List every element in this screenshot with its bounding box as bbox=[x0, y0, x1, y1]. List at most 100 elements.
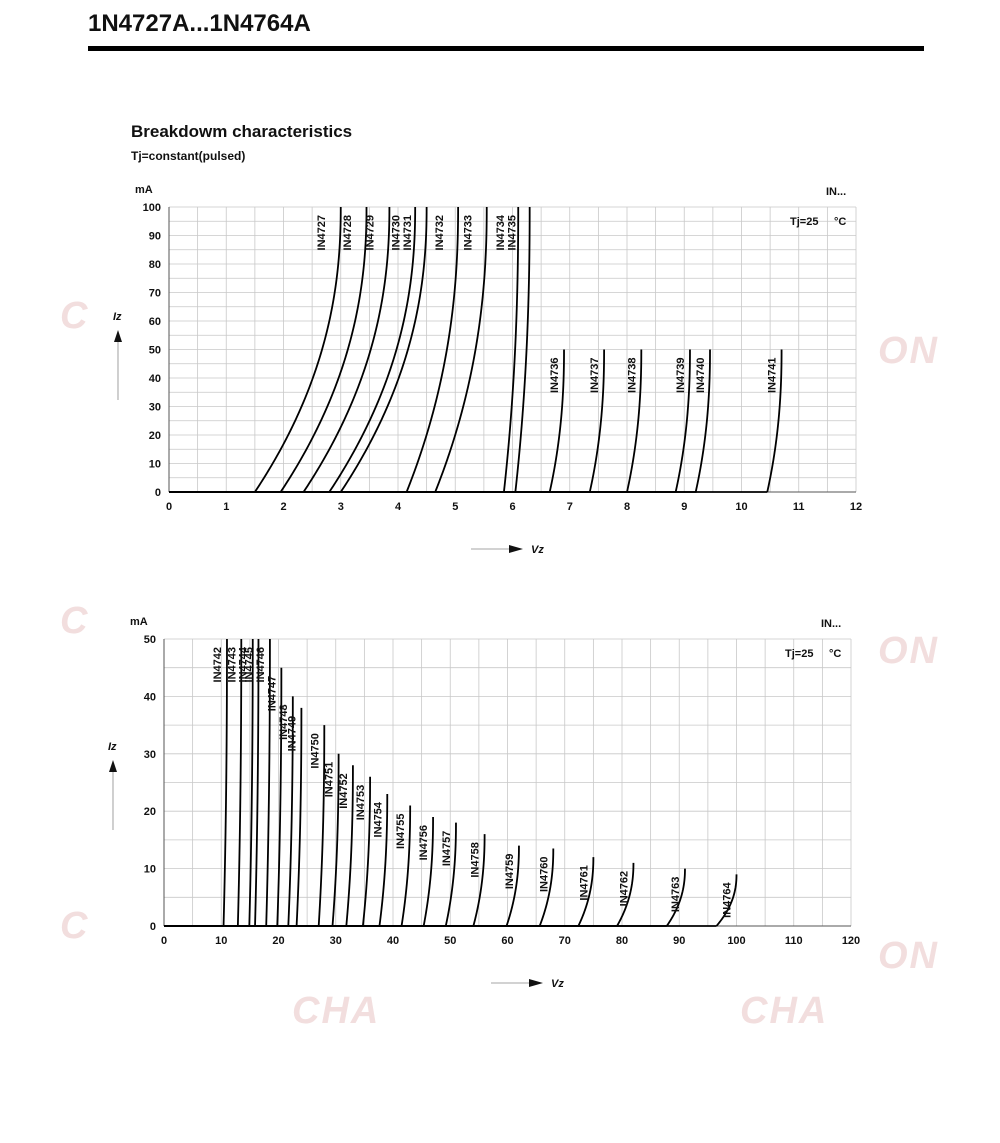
series-curve-in4764 bbox=[164, 874, 738, 927]
watermark-bottom-2: CHA bbox=[740, 990, 829, 1032]
series-curve-in4729 bbox=[169, 206, 391, 493]
series-curve-in4752 bbox=[164, 765, 354, 927]
series-label-in4748: IN4748 bbox=[278, 704, 290, 739]
x-tick-label: 8 bbox=[624, 501, 630, 513]
series-label-in4755: IN4755 bbox=[395, 813, 407, 848]
breakdown-chart-high-voltage: 0 10 20 30 40 50 60 70 80 90 100 110 120 0 10 20 30 40 50 m… bbox=[108, 616, 860, 990]
y-tick-label: 60 bbox=[149, 316, 161, 328]
series-curve-in4739 bbox=[169, 349, 691, 493]
x-tick-label: 70 bbox=[559, 935, 571, 947]
series-label-in4751: IN4751 bbox=[324, 762, 336, 797]
y-tick-label: 40 bbox=[149, 373, 161, 385]
series-curve-in4747 bbox=[164, 667, 283, 927]
series-curve-in4743 bbox=[164, 639, 243, 927]
series-curve-in4759 bbox=[164, 845, 520, 927]
x-tick-label: 4 bbox=[395, 501, 402, 513]
temperature-condition: Tj=25 bbox=[785, 648, 813, 660]
series-curve-in4760 bbox=[164, 848, 555, 927]
x-tick-label: 80 bbox=[616, 935, 628, 947]
series-curve-in4737 bbox=[169, 349, 605, 493]
series-curve-in4744 bbox=[164, 639, 254, 927]
series-curve-in4755 bbox=[164, 805, 412, 927]
y-unit-label: mA bbox=[130, 616, 148, 628]
series-label-in4738: IN4738 bbox=[626, 358, 638, 393]
series-label-in4752: IN4752 bbox=[338, 773, 350, 808]
series-curve-in4758 bbox=[164, 834, 486, 927]
watermark-left-1: C bbox=[60, 295, 90, 337]
series-label-in4753: IN4753 bbox=[355, 785, 367, 820]
series-curve-in4733 bbox=[169, 206, 488, 493]
series-label-in4736: IN4736 bbox=[549, 358, 561, 393]
series-label-in4741: IN4741 bbox=[767, 358, 779, 393]
series-curve-in4756 bbox=[164, 816, 434, 927]
watermark-right-1: ON bbox=[878, 330, 939, 372]
series-label-in4733: IN4733 bbox=[463, 215, 475, 250]
series-curve-in4754 bbox=[164, 793, 389, 927]
y-axis-label: Iz bbox=[113, 311, 122, 323]
series-curve-in4748 bbox=[164, 696, 294, 927]
y-tick-label: 90 bbox=[149, 231, 161, 243]
series-curve-in4728 bbox=[169, 206, 368, 493]
x-tick-label: 6 bbox=[509, 501, 515, 513]
grid-lines bbox=[163, 638, 852, 927]
series-label-in4757: IN4757 bbox=[441, 831, 453, 866]
x-tick-label: 90 bbox=[673, 935, 685, 947]
series-label-in4758: IN4758 bbox=[470, 842, 482, 877]
temperature-unit: °C bbox=[829, 648, 841, 660]
series-label-in4742: IN4742 bbox=[212, 647, 224, 682]
x-tick-label: 20 bbox=[272, 935, 284, 947]
series-curves: IN4727 IN4728 IN4729 IN4730 IN4731 IN4732 IN47… bbox=[169, 206, 783, 493]
y-axis-arrow-icon bbox=[114, 330, 122, 342]
series-label-in4735: IN4735 bbox=[506, 215, 518, 250]
x-tick-label: 12 bbox=[850, 501, 862, 513]
x-tick-label: 5 bbox=[452, 501, 458, 513]
x-tick-label: 11 bbox=[793, 501, 805, 513]
series-curve-in4745 bbox=[164, 639, 260, 927]
series-curve-in4740 bbox=[169, 349, 711, 493]
series-curve-in4746 bbox=[164, 639, 271, 927]
breakdown-chart-low-voltage: 0 1 2 3 4 5 6 7 8 9 10 11 120102030405060708090100mA… bbox=[113, 184, 862, 556]
series-label-in4761: IN4761 bbox=[578, 865, 590, 900]
series-label-in4734: IN4734 bbox=[495, 214, 507, 250]
y-tick-label: 10 bbox=[149, 459, 161, 471]
x-tick-label: 7 bbox=[567, 501, 573, 513]
x-axis-label: Vz bbox=[551, 978, 564, 990]
series-label-in4728: IN4728 bbox=[342, 215, 354, 250]
x-axis-label: Vz bbox=[531, 544, 544, 556]
x-tick-label: 100 bbox=[727, 935, 745, 947]
section-subtitle: Tj=constant(pulsed) bbox=[131, 149, 246, 163]
series-label-in4737: IN4737 bbox=[589, 358, 601, 393]
x-tick-label: 120 bbox=[842, 935, 860, 947]
y-unit-label: mA bbox=[135, 184, 153, 196]
temperature-unit: °C bbox=[834, 216, 846, 228]
series-curve-in4751 bbox=[164, 753, 340, 927]
x-tick-label: 3 bbox=[338, 501, 344, 513]
series-curve-in4731 bbox=[169, 206, 428, 493]
series-label-in4764: IN4764 bbox=[722, 881, 734, 917]
series-label-in4731: IN4731 bbox=[402, 215, 414, 250]
series-curve-in4735 bbox=[169, 207, 531, 493]
y-tick-label: 100 bbox=[143, 202, 161, 214]
series-label-in4747: IN4747 bbox=[266, 676, 278, 711]
series-label-in4743: IN4743 bbox=[226, 647, 238, 682]
series-curve-in4741 bbox=[169, 349, 783, 493]
series-curve-in4750 bbox=[164, 725, 326, 927]
x-tick-label: 1 bbox=[223, 501, 229, 513]
series-label-in4739: IN4739 bbox=[675, 358, 687, 393]
series-label-in4750: IN4750 bbox=[309, 733, 321, 768]
series-label-in4749: IN4749 bbox=[286, 716, 298, 751]
x-tick-label: 40 bbox=[387, 935, 399, 947]
legend-label: IN... bbox=[821, 618, 841, 630]
series-curve-in4749 bbox=[164, 707, 303, 927]
y-axis-label: Iz bbox=[108, 741, 117, 753]
series-label-in4760: IN4760 bbox=[538, 857, 550, 892]
watermark-left-3: C bbox=[60, 905, 90, 947]
y-tick-label: 0 bbox=[155, 487, 161, 499]
series-label-in4762: IN4762 bbox=[618, 871, 630, 906]
watermark-right-3: ON bbox=[878, 935, 939, 977]
series-curve-in4742 bbox=[164, 639, 228, 927]
y-tick-label: 10 bbox=[144, 864, 156, 876]
part-number-title: 1N4727A...1N4764A bbox=[88, 10, 311, 37]
series-label-in4730: IN4730 bbox=[390, 215, 402, 250]
